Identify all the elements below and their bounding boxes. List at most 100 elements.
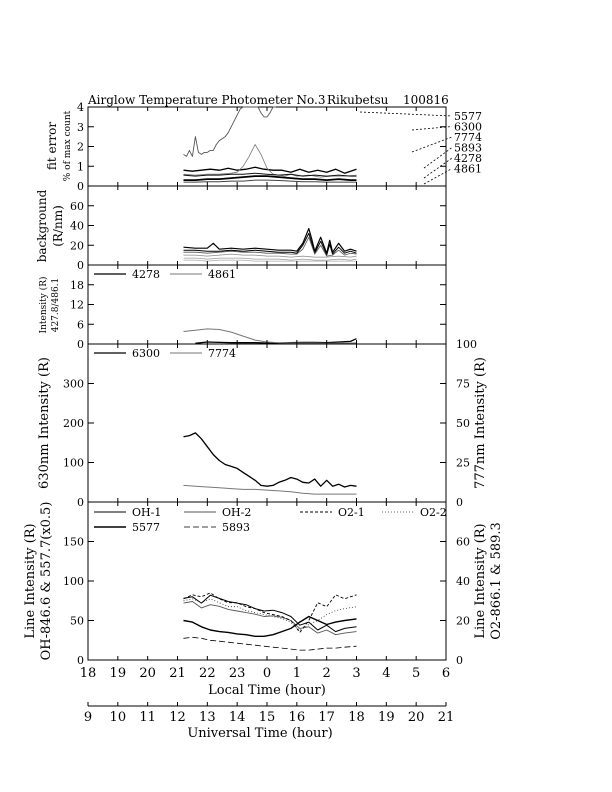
right-ytick-label: 75 [456,378,470,391]
right-ytick-label: 0 [456,654,463,667]
local-tick-label: 18 [80,666,97,681]
fit-label-4861: 4861 [454,163,482,176]
series-red-7774 [183,484,357,495]
blue-ylabel-2: 427.8/486.1 [51,278,61,333]
legend-label-4278: 4278 [132,268,160,281]
fit-label-4278: 4278 [454,152,482,165]
bg-ylabel-2: (R/nm) [51,205,65,247]
panel-fit-yticks: 0 1 2 3 4 [77,101,446,193]
ytick-label: 100 [63,575,84,588]
series-bg-bg5 [183,257,357,261]
panel-red-rticks: 0 25 50 75 100 [456,338,477,509]
panel-fit-series [183,106,357,183]
right-ytick-label: 0 [456,496,463,509]
ut-tick-label: 19 [378,710,395,725]
series-fit-6300 [183,166,357,174]
panel-line-series [183,592,357,651]
ytick-label: 0 [77,496,84,509]
ut-tick-label: 16 [289,710,306,725]
legend-label-4861: 4861 [208,268,236,281]
local-tick-label: 20 [139,666,156,681]
series-line-5893 [183,636,357,651]
fit-ylabel-2: % of max count [63,110,73,181]
ut-tick-label: 13 [199,710,216,725]
ut-tick-label: 9 [84,710,92,725]
ut-tick-label: 10 [110,710,127,725]
local-tick-label: 4 [382,666,390,681]
panel-red-frame [87,343,447,503]
ytick-label: 6 [77,318,84,331]
legend-label-oh-1: OH-1 [132,506,161,519]
line-ylabel-1: Line Intensity (R) [23,523,38,638]
ytick-label: 4 [77,101,84,114]
right-ytick-label: 40 [456,575,470,588]
panel-line-xticks [87,502,447,660]
panel-red-series [183,432,357,495]
panel-blue-legend: 4278 4861 [94,268,236,281]
local-tick-label: 0 [263,666,271,681]
ut-tick-label: 18 [348,710,365,725]
panel-bg-xticks [87,186,447,265]
ytick-label: 18 [70,279,84,292]
series-bg-bg6 [183,259,357,262]
fit-label-6300: 6300 [454,121,482,134]
ytick-label: 150 [63,536,84,549]
local-tick-label: 19 [110,666,127,681]
right-ytick-label: 50 [456,417,470,430]
series-bg-bg3 [183,236,357,257]
panel-line-intensity: 0 50 100 150 0 20 40 60 OH-1 OH-2 O2-1 O2-2 5577 58… [23,501,504,667]
legend-label-5577: 5577 [132,521,160,534]
panel-background: 0 20 40 60 background (R/nm) [35,185,447,272]
right-ytick-label: 100 [456,338,477,351]
panel-red-legend: 6300 7774 [94,347,236,360]
ut-tick-label: 15 [259,710,276,725]
legend-label-o2-2: O2-2 [420,506,447,519]
ytick-label: 50 [70,615,84,628]
line-right-ylabel-2: O2-866.1 & 589.3 [489,522,504,640]
series-fit-7774 [183,144,357,178]
x-axis-ut: 9 10 11 12 13 14 15 16 17 18 19 20 21 [84,702,454,725]
ytick-label: 0 [77,338,84,351]
panel-fit-xticks [87,107,447,186]
fit-leader-line [411,126,453,131]
series-fit-5893 [183,172,357,177]
local-tick-label: 3 [352,666,360,681]
red-right-ylabel: 777nm Intensity (R) [473,357,488,489]
ytick-label: 100 [63,457,84,470]
panel-blue-xticks [87,265,447,344]
fit-leader-line [423,157,453,179]
legend-label-oh-2: OH-2 [222,506,251,519]
ytick-label: 40 [70,220,84,233]
fit-leader-line [359,111,453,117]
series-bg-bg2 [183,232,357,256]
legend-label-7774: 7774 [208,347,236,360]
local-tick-label: 5 [412,666,420,681]
fit-leader-line [423,147,453,169]
legend-label-5893: 5893 [222,521,250,534]
ytick-label: 0 [77,180,84,193]
ytick-label: 200 [63,417,84,430]
ytick-label: 12 [70,299,84,312]
ut-tick-label: 12 [169,710,186,725]
fit-leader-line [423,168,453,185]
panel-blue-series [183,328,357,344]
fit-ylabel-1: fit error [45,122,59,170]
series-bg-bg4 [183,253,357,258]
series-fit-4861 [183,179,357,183]
legend-label-6300: 6300 [132,347,160,360]
ytick-label: 300 [63,378,84,391]
series-fit-5577 [183,106,276,157]
ut-tick-label: 20 [408,710,425,725]
series-fit-4278 [183,175,357,182]
panel-red-intensity: 0 100 200 300 0 25 50 75 100 6300 7774 630nm Int… [37,338,488,509]
x-axis-local: 18 19 20 21 22 23 0 1 2 3 4 5 6 [80,666,450,681]
ytick-label: 2 [77,141,84,154]
chart-title-site: Rikubetsu [327,93,389,107]
series-red-6300 [183,432,357,488]
right-ytick-label: 20 [456,615,470,628]
ytick-label: 20 [70,239,84,252]
ytick-label: 0 [77,259,84,272]
chart-title-name: Airglow Temperature Photometer No.3 [87,93,326,107]
ut-tick-label: 17 [318,710,335,725]
